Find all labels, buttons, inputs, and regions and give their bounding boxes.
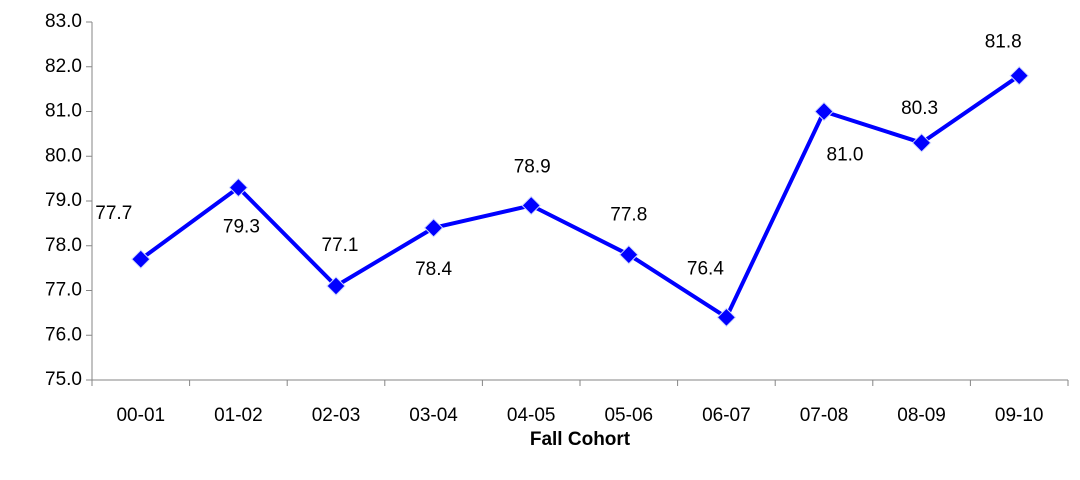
x-axis-title: Fall Cohort: [530, 429, 631, 450]
data-label: 79.3: [223, 217, 260, 238]
data-point: [326, 276, 346, 296]
series-line: [139, 74, 1021, 320]
data-point: [716, 307, 737, 328]
data-label: 78.9: [514, 156, 551, 177]
x-tick-label: 00-01: [116, 405, 165, 426]
data-label: 81.8: [985, 32, 1022, 53]
y-tick-label: 75.0: [45, 369, 82, 390]
y-tick-label: 77.0: [45, 280, 82, 301]
data-label: 81.0: [827, 145, 864, 166]
data-point: [814, 101, 834, 122]
y-tick-label: 80.0: [45, 145, 82, 166]
data-point: [228, 177, 249, 198]
x-tick-label: 08-09: [897, 405, 946, 426]
data-label: 78.4: [415, 259, 452, 280]
data-label: 77.8: [610, 205, 647, 226]
x-tick-label: 03-04: [409, 405, 458, 426]
x-tick-label: 06-07: [702, 405, 751, 426]
y-tick-label: 83.0: [45, 11, 82, 32]
x-tick-label: 09-10: [995, 405, 1044, 426]
y-tick-label: 82.0: [45, 56, 82, 77]
data-point: [131, 249, 151, 269]
data-point: [911, 133, 932, 153]
data-label: 76.4: [687, 258, 724, 279]
data-point: [1009, 65, 1029, 86]
x-tick-label: 04-05: [507, 405, 556, 426]
x-tick-label: 01-02: [214, 405, 263, 426]
data-label: 77.7: [95, 203, 132, 224]
data-point: [423, 218, 444, 238]
y-tick-label: 76.0: [45, 324, 82, 345]
y-tick-label: 79.0: [45, 190, 82, 211]
x-tick-label: 07-08: [800, 405, 849, 426]
x-tick-label: 05-06: [604, 405, 653, 426]
data-label: 80.3: [901, 98, 938, 119]
data-point: [521, 195, 541, 216]
x-tick-label: 02-03: [312, 405, 361, 426]
y-tick-label: 81.0: [45, 101, 82, 122]
y-tick-label: 78.0: [45, 235, 82, 256]
data-point: [619, 244, 639, 265]
data-label: 77.1: [322, 235, 359, 256]
